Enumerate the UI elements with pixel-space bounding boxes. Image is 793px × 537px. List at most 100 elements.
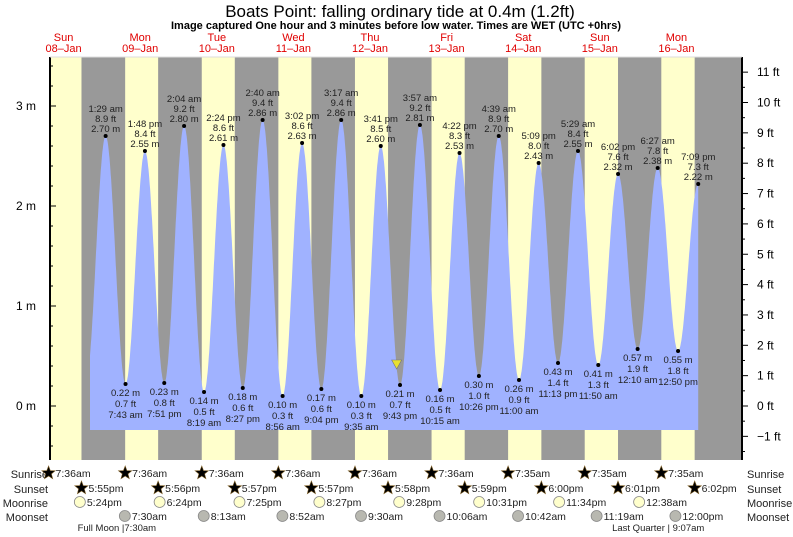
moonset-row-label: Moonset: [6, 512, 48, 524]
low-tide-time-label: 11:13 pm: [539, 389, 578, 400]
low-tide-point: [676, 349, 681, 353]
sunrise-time: 7:36am: [209, 468, 244, 480]
low-tide-m-label: 0.16 m: [425, 394, 454, 405]
low-tide-point: [280, 394, 285, 398]
high-tide-m-label: 2.86 m: [248, 108, 277, 119]
low-tide-ft-label: 1.3 ft: [588, 380, 609, 391]
moonset-time: 10:42am: [525, 511, 566, 523]
high-tide-time-label: 3:41 pm: [364, 114, 398, 125]
day-name-label: Wed: [282, 32, 304, 44]
moonset-moon-icon: [590, 510, 603, 522]
high-tide-time-label: 2:24 pm: [206, 113, 240, 124]
high-tide-time-label: 3:02 pm: [285, 111, 319, 122]
low-tide-ft-label: 0.8 ft: [154, 398, 175, 409]
low-tide-time-label: 7:51 pm: [147, 409, 181, 420]
low-tide-m-label: 0.41 m: [584, 369, 613, 380]
moonrise-moon-icon: [73, 496, 86, 508]
high-tide-m-label: 2.53 m: [445, 141, 474, 152]
moonrise-moon-icon: [313, 496, 326, 508]
moonrise-time: 11:34pm: [566, 497, 606, 509]
moonrise-time: 6:24pm: [167, 497, 202, 509]
high-tide-ft-label: 9.4 ft: [331, 98, 352, 109]
high-tide-ft-label: 8.6 ft: [292, 121, 313, 132]
moonset-time: 11:19am: [604, 511, 644, 523]
low-tide-point: [319, 387, 324, 391]
sunset-star-icon: [380, 480, 396, 495]
moonset-time: 7:30am: [132, 511, 167, 523]
sunset-star-icon: [533, 480, 549, 495]
low-tide-ft-label: 1.0 ft: [468, 391, 489, 402]
moonset-moon-icon: [433, 510, 446, 522]
extreme-labels: 1:29 am8.9 ft2.70 m0.22 m0.7 ft7:43 am1:…: [88, 88, 715, 433]
moonrise-moon-icon: [633, 496, 646, 508]
high-tide-ft-label: 8.6 ft: [213, 123, 234, 134]
right-tick-label: 10 ft: [757, 96, 781, 110]
high-tide-m-label: 2.86 m: [327, 108, 356, 119]
high-tide-m-label: 2.80 m: [170, 114, 199, 125]
moonrise-time: 12:38am: [646, 497, 687, 509]
high-tide-m-label: 2.32 m: [604, 162, 633, 173]
high-tide-time-label: 4:39 am: [482, 104, 516, 115]
moonset-moon-icon: [355, 510, 367, 522]
moon-phase-label: Last Quarter | 9:07am: [612, 523, 704, 534]
right-tick-label: 6 ft: [757, 217, 774, 231]
day-name-label: Tue: [208, 32, 227, 44]
high-tide-m-label: 2.38 m: [643, 156, 672, 167]
high-tide-point: [300, 141, 305, 145]
moonrise-time: 7:25pm: [246, 497, 281, 509]
high-tide-ft-label: 8.9 ft: [488, 114, 509, 125]
day-date-label: 08–Jan: [46, 43, 82, 55]
right-tick-label: −1 ft: [757, 429, 781, 443]
low-tide-ft-label: 0.6 ft: [311, 404, 332, 415]
day-name-label: Sat: [515, 32, 532, 44]
sunset-time: 5:59pm: [472, 483, 507, 495]
sunset-row-label: Sunset: [14, 484, 48, 496]
high-tide-point: [142, 149, 147, 153]
high-tide-time-label: 3:57 am: [403, 93, 437, 104]
high-tide-point: [536, 161, 541, 165]
high-tide-ft-label: 8.0 ft: [528, 141, 549, 152]
low-tide-ft-label: 1.8 ft: [668, 366, 689, 377]
high-tide-time-label: 6:27 am: [641, 136, 675, 147]
high-tide-ft-label: 8.4 ft: [567, 129, 588, 140]
sunrise-star-icon: [500, 465, 516, 480]
low-tide-point: [596, 363, 601, 367]
sunrise-star-icon: [424, 465, 440, 480]
sunrise-row-label-right: Sunrise: [747, 469, 784, 481]
low-tide-m-label: 0.10 m: [347, 400, 376, 411]
low-tide-ft-label: 0.6 ft: [232, 403, 253, 414]
right-tick-label: 9 ft: [757, 126, 774, 140]
high-tide-m-label: 2.70 m: [484, 124, 513, 135]
low-tide-time-label: 8:27 pm: [226, 414, 260, 425]
day-date-label: 10–Jan: [199, 43, 235, 55]
low-tide-point: [556, 361, 561, 365]
high-tide-point: [616, 172, 621, 176]
day-date-label: 16–Jan: [658, 43, 694, 55]
high-tide-point: [378, 144, 383, 148]
low-tide-ft-label: 1.9 ft: [627, 364, 648, 375]
high-tide-m-label: 2.81 m: [405, 113, 434, 124]
day-date-label: 09–Jan: [122, 43, 158, 55]
high-tide-ft-label: 7.8 ft: [647, 146, 668, 157]
high-tide-time-label: 1:29 am: [88, 104, 122, 115]
high-tide-ft-label: 9.2 ft: [409, 103, 430, 114]
high-tide-point: [696, 182, 701, 186]
chart-subtitle: Image captured One hour and 3 minutes be…: [171, 20, 621, 32]
moonrise-moon-icon: [473, 496, 486, 508]
sunrise-row-label: Sunrise: [11, 469, 48, 481]
high-tide-point: [260, 118, 265, 122]
right-tick-label: 5 ft: [757, 247, 774, 261]
low-tide-m-label: 0.55 m: [664, 355, 693, 366]
low-tide-m-label: 0.23 m: [150, 387, 179, 398]
day-date-label: 13–Jan: [429, 43, 465, 55]
high-tide-m-label: 2.55 m: [563, 139, 592, 150]
day-name-label: Sun: [54, 32, 74, 44]
day-labels: Sun08–JanMon09–JanTue10–JanWed11–JanThu1…: [46, 32, 695, 55]
high-tide-m-label: 2.43 m: [524, 151, 553, 162]
sunrise-time: 7:36am: [285, 468, 320, 480]
moonrise-time: 5:24pm: [87, 497, 122, 509]
high-tide-time-label: 7:09 pm: [681, 152, 715, 163]
low-tide-time-label: 10:26 pm: [459, 402, 499, 413]
high-tide-time-label: 1:48 pm: [128, 119, 162, 130]
left-tick-label: 3 m: [16, 99, 36, 113]
